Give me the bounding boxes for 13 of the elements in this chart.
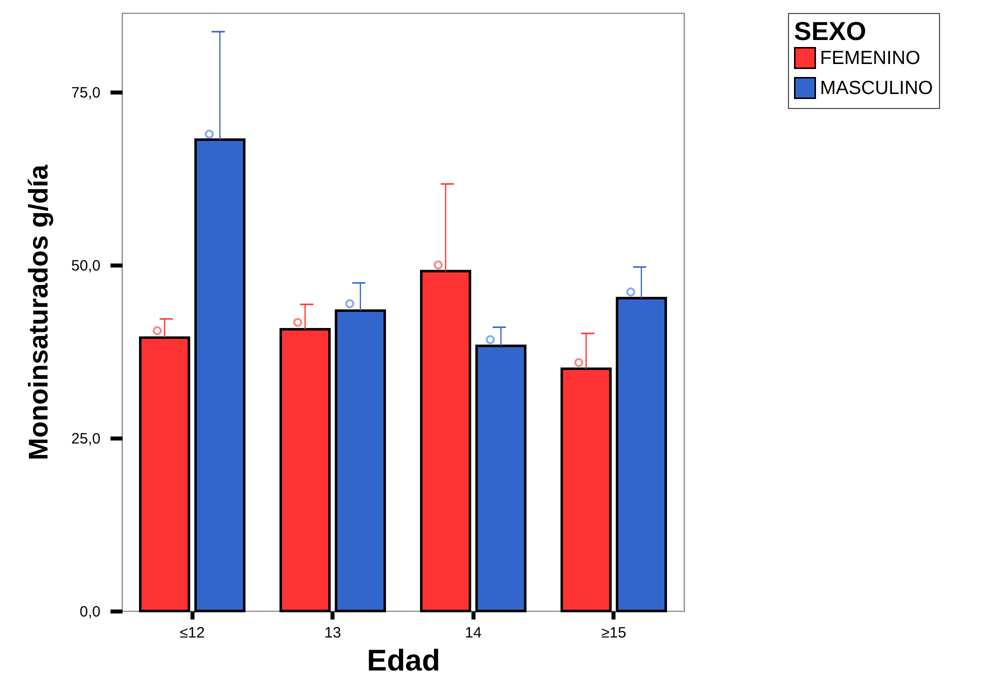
x-tick-label: 13 [324, 624, 342, 642]
y-axis-title: Monoinsaturados g/día [23, 164, 54, 460]
legend-label: FEMENINO [820, 48, 920, 69]
x-tick-label: ≥15 [601, 624, 626, 642]
y-tick-label: 25,0 [71, 430, 100, 448]
y-tick-label: 50,0 [71, 257, 100, 274]
x-tick-label: 14 [464, 624, 482, 642]
x-axis-title: Edad [366, 644, 440, 678]
y-tick-label: 0,0 [80, 604, 100, 620]
x-tick-label: ≤12 [180, 624, 205, 642]
legend-label: MASCULINO [820, 78, 933, 99]
y-tick-label: 75,0 [71, 84, 100, 102]
legend-title: SEXO [794, 16, 866, 46]
